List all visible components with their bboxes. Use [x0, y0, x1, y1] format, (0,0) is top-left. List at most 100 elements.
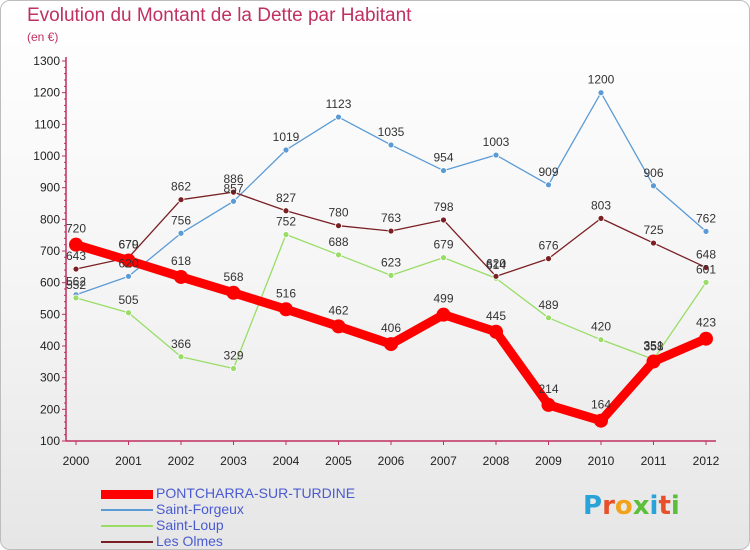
data-label: 679: [433, 238, 453, 252]
x-tick-label: 2003: [220, 454, 247, 468]
legend-swatch: [101, 509, 153, 511]
logo-letter: o: [614, 491, 633, 521]
data-label: 857: [223, 181, 243, 195]
data-label: 648: [696, 247, 716, 261]
data-label: 164: [591, 398, 611, 412]
logo-letter: t: [658, 491, 671, 521]
data-point: [699, 331, 713, 346]
data-label: 643: [66, 249, 86, 263]
data-point: [331, 319, 346, 334]
legend-swatch: [101, 541, 153, 543]
proxiti-logo: Proxiti: [583, 491, 680, 521]
x-tick-label: 2005: [325, 454, 352, 468]
data-label: 358: [643, 339, 663, 353]
data-label: 862: [171, 180, 191, 194]
logo-letter: x: [632, 491, 650, 521]
data-point: [545, 314, 552, 322]
data-label: 763: [381, 211, 401, 225]
x-tick-label: 2009: [535, 454, 562, 468]
data-point: [177, 353, 185, 361]
logo-letter: i: [670, 491, 680, 521]
y-tick-label: 1100: [34, 117, 60, 131]
data-label: 552: [66, 278, 86, 292]
legend-label: Les Olmes: [156, 533, 223, 549]
y-tick-label: 600: [40, 276, 60, 290]
x-tick-label: 2012: [693, 454, 720, 468]
data-label: 762: [696, 211, 716, 225]
series-3: [72, 188, 710, 280]
data-point: [440, 167, 447, 174]
data-label: 886: [223, 172, 243, 186]
data-point: [492, 272, 500, 280]
data-label: 620: [118, 256, 138, 270]
data-point: [282, 231, 290, 238]
data-point: [597, 214, 605, 222]
data-label: 562: [66, 275, 86, 289]
y-tick-label: 200: [40, 402, 60, 416]
data-label: 614: [486, 258, 506, 272]
y-tick-label: 1000: [33, 149, 60, 163]
data-label: 688: [328, 235, 348, 249]
legend-swatch: [101, 489, 153, 499]
series-0: [69, 237, 713, 428]
x-tick-label: 2007: [430, 454, 457, 468]
data-point: [387, 227, 395, 235]
data-label: 406: [381, 321, 401, 335]
data-point: [121, 253, 136, 268]
y-tick-label: 800: [40, 212, 60, 226]
data-label: 1123: [326, 97, 352, 111]
data-point: [282, 207, 290, 215]
legend-label: Saint-Loup: [156, 517, 224, 533]
data-label: 909: [538, 165, 558, 179]
data-label: 670: [118, 238, 138, 252]
series-1: [72, 89, 710, 299]
data-point: [702, 264, 710, 271]
x-tick-label: 2011: [641, 454, 667, 468]
data-point: [335, 222, 342, 230]
data-label: 420: [591, 320, 611, 334]
data-point: [597, 336, 605, 344]
data-label: 505: [118, 293, 138, 307]
data-label: 906: [643, 166, 663, 180]
data-point: [541, 397, 556, 412]
data-point: [489, 324, 503, 339]
data-point: [387, 141, 395, 149]
legend-swatch: [101, 525, 153, 527]
data-point: [650, 182, 657, 190]
data-label: 618: [171, 254, 191, 268]
data-point: [230, 197, 237, 205]
data-label: 1035: [378, 125, 405, 139]
logo-letter: P: [583, 491, 603, 521]
data-point: [384, 337, 398, 352]
data-label: 423: [696, 316, 716, 330]
x-tick-label: 2001: [115, 454, 142, 468]
chart-subtitle: (en €): [27, 30, 59, 44]
data-point: [230, 188, 237, 196]
data-point: [702, 278, 710, 286]
data-label: 366: [171, 337, 191, 351]
x-tick-label: 2002: [168, 454, 195, 468]
x-tick-label: 2004: [273, 454, 300, 468]
data-point: [440, 216, 447, 224]
legend-label: PONTCHARRA-SUR-TURDINE: [156, 485, 356, 501]
data-point: [125, 272, 132, 280]
data-label: 329: [223, 348, 243, 362]
data-point: [702, 227, 710, 235]
data-point: [174, 269, 188, 284]
data-point: [226, 285, 241, 300]
y-tick-label: 1200: [33, 86, 60, 100]
x-tick-label: 2006: [378, 454, 405, 468]
data-label: 462: [328, 303, 348, 317]
logo-letter: i: [649, 491, 659, 521]
data-label: 214: [538, 382, 558, 396]
y-tick-label: 100: [40, 434, 60, 448]
logo-letter: r: [602, 491, 615, 521]
y-tick-label: 300: [40, 371, 60, 385]
y-tick-label: 700: [40, 244, 60, 258]
data-label: 803: [591, 198, 611, 212]
data-point: [125, 309, 132, 317]
data-point: [545, 255, 552, 263]
data-point: [545, 181, 552, 189]
